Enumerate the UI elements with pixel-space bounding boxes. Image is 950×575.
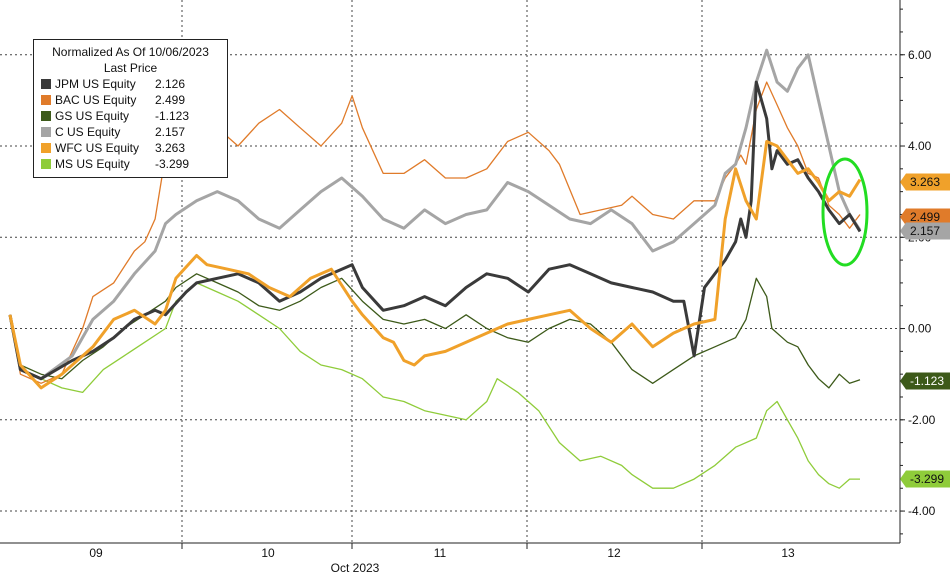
legend: Normalized As Of 10/06/2023 Last Price J…: [33, 39, 228, 178]
highlight-ellipse: [821, 157, 869, 267]
x-axis: 09 10 11 12 13 Oct 2023: [0, 542, 900, 575]
legend-series-name: JPM US Equity: [55, 77, 136, 91]
last-tag-box: [900, 372, 950, 390]
legend-last-value: -3.299: [155, 157, 190, 171]
series-line-wfc: [8, 140, 862, 390]
legend-item-bac: BAC US Equity 2.499: [34, 92, 227, 108]
legend-last-value: 2.157: [155, 125, 186, 139]
last-tag-c: 2.157: [900, 222, 950, 240]
last-tag-value: 2.499: [910, 210, 940, 224]
legend-swatch: [41, 159, 51, 169]
legend-item-ms: MS US Equity -3.299: [34, 156, 227, 172]
last-tag-box: [900, 470, 950, 488]
legend-item-gs: GS US Equity -1.123: [34, 108, 227, 124]
last-tag-gs: -1.123: [900, 372, 950, 390]
y-tick-label-5: -4.00: [908, 504, 936, 518]
y-tick-label-3: 0.00: [908, 322, 932, 336]
legend-series-name: GS US Equity: [55, 109, 130, 123]
x-tick-label-3: 12: [607, 546, 621, 560]
legend-series-name: MS US Equity: [55, 157, 130, 171]
last-tag-box: [900, 222, 950, 240]
legend-title: Normalized As Of 10/06/2023: [52, 45, 209, 59]
legend-item-wfc: WFC US Equity 3.263: [34, 140, 227, 156]
legend-swatch: [41, 95, 51, 105]
series-line-bac: [9, 81, 861, 384]
legend-item-c: C US Equity 2.157: [34, 124, 227, 140]
legend-last-value: 2.126: [155, 77, 186, 91]
x-tick-label-0: 09: [89, 546, 103, 560]
last-tag-wfc: 3.263: [900, 173, 950, 191]
legend-series-name: BAC US Equity: [55, 93, 137, 107]
legend-swatch: [41, 143, 51, 153]
legend-series-name: WFC US Equity: [55, 141, 140, 155]
legend-series-name: C US Equity: [55, 125, 121, 139]
legend-last-value: 3.263: [155, 141, 186, 155]
legend-subtitle: Last Price: [103, 61, 158, 75]
legend-item-jpm: JPM US Equity 2.126: [34, 76, 227, 92]
series-layer: [8, 48, 862, 489]
last-tag-box: [900, 208, 950, 226]
legend-swatch: [41, 127, 51, 137]
last-tag-value: 3.263: [910, 175, 940, 189]
last-tag-value: 2.157: [910, 224, 940, 238]
last-tag-value: -1.123: [910, 374, 944, 388]
y-tick-label-1: 4.00: [908, 139, 932, 153]
y-tick-label-0: 6.00: [908, 48, 932, 62]
legend-last-value: -1.123: [155, 109, 190, 123]
x-tick-label-2: 11: [434, 546, 447, 560]
legend-swatch: [41, 111, 51, 121]
x-month-label: Oct 2023: [331, 561, 380, 575]
y-tick-label-4: -2.00: [908, 413, 936, 427]
series-line-ms: [9, 282, 860, 489]
legend-items: JPM US Equity 2.126 BAC US Equity 2.499 GS U…: [34, 76, 227, 172]
x-tick-label-4: 13: [781, 546, 795, 560]
series-line-c: [8, 48, 862, 381]
last-tag-ms: -3.299: [900, 470, 950, 488]
series-line-jpm: [8, 80, 862, 381]
last-tag-box: [900, 173, 950, 191]
x-tick-label-1: 10: [261, 546, 275, 560]
last-tag-bac: 2.499: [900, 208, 950, 226]
series-line-gs: [9, 273, 861, 389]
last-tag-value: -3.299: [910, 472, 944, 486]
legend-swatch: [41, 79, 51, 89]
legend-last-value: 2.499: [155, 93, 186, 107]
